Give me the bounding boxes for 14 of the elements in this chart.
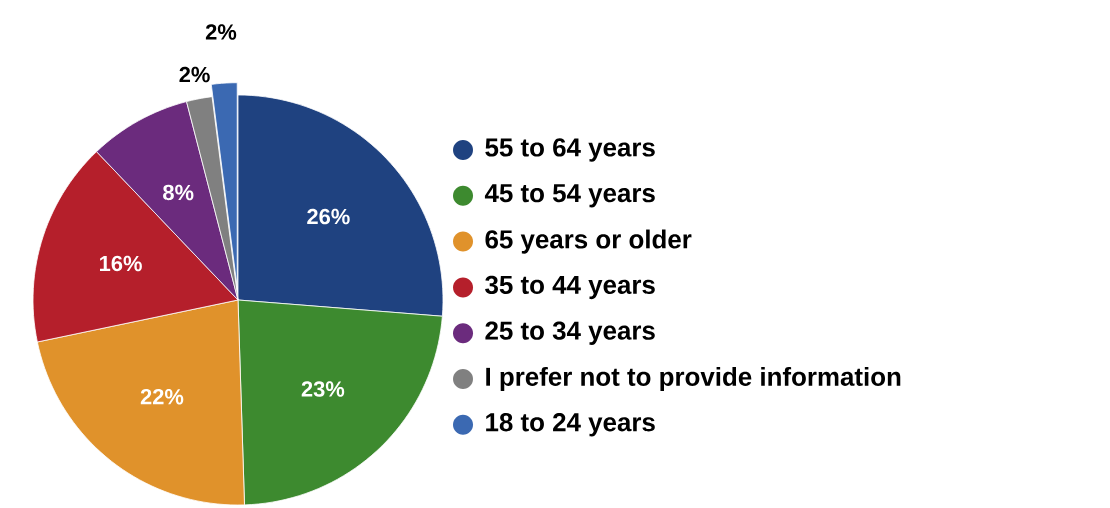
data-label: 26% <box>307 208 350 225</box>
legend-label: 18 to 24 years <box>486 413 655 437</box>
data-label: 2% <box>179 66 210 83</box>
data-label: 16% <box>100 255 142 272</box>
legend-label: 45 to 54 years <box>484 184 655 208</box>
data-label: 23% <box>301 381 345 397</box>
data-label: 8% <box>163 184 194 201</box>
legend-label: 25 to 34 years <box>485 321 655 345</box>
data-label: 2% <box>205 24 237 40</box>
legend-label: 35 to 44 years <box>485 275 655 300</box>
legend-label: 55 to 64 years <box>485 138 655 162</box>
legend-label: 65 years or older <box>485 229 692 254</box>
data-label: 22% <box>140 388 184 405</box>
legend-label: I prefer not to provide information <box>486 366 901 392</box>
